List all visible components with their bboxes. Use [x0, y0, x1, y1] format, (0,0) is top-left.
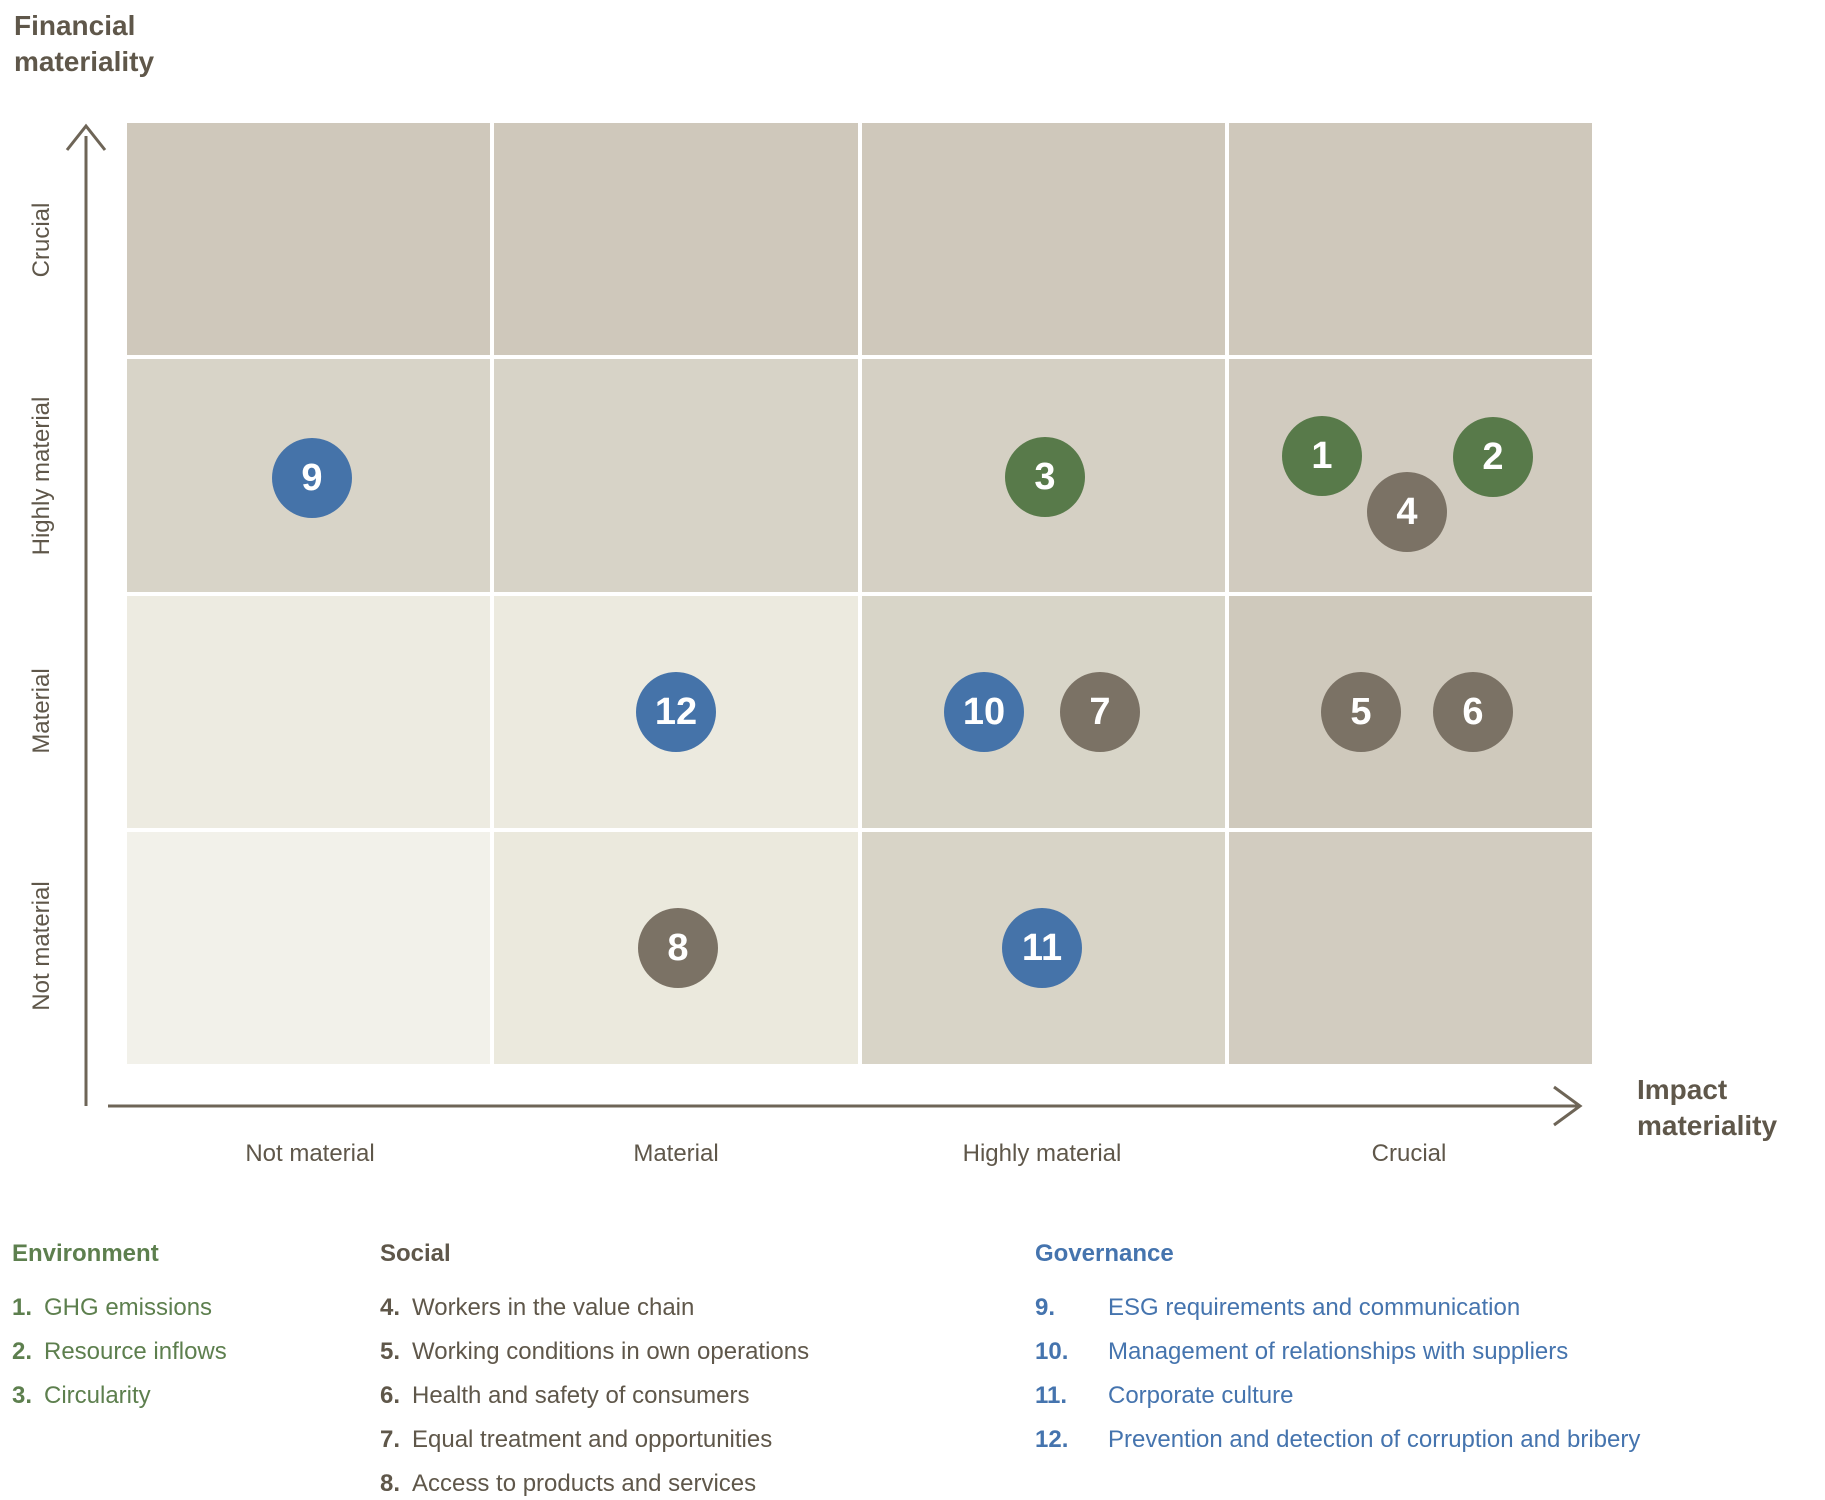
- legend-item-label: Workers in the value chain: [412, 1294, 695, 1321]
- legend-governance-title: Governance: [1035, 1240, 1174, 1267]
- x-tick-highly-material: Highly material: [962, 1140, 1122, 1167]
- matrix-cell: [494, 359, 858, 592]
- legend-social-title: Social: [380, 1240, 451, 1267]
- x-axis-title: Impact materiality: [1637, 1074, 1778, 1141]
- legend-item-3: 3. Circularity: [12, 1374, 227, 1418]
- legend-item-number: 9.: [1035, 1294, 1056, 1321]
- matrix-point-2: 2: [1453, 417, 1533, 497]
- matrix-cell: [494, 123, 858, 356]
- y-tick-highly-material: Highly material: [28, 396, 55, 556]
- legend-item-label: Management of relationships with supplie…: [1108, 1338, 1569, 1365]
- legend-item-5: 5. Working conditions in own operations: [380, 1330, 809, 1374]
- matrix-cell: [861, 595, 1225, 828]
- matrix-cell: [127, 123, 491, 356]
- legend-item-2: 2. Resource inflows: [12, 1330, 227, 1374]
- legend-item-number: 6.: [380, 1382, 401, 1409]
- legend-item-label: ESG requirements and communication: [1108, 1294, 1521, 1321]
- legend-item-number: 1.: [12, 1294, 33, 1321]
- legend-item-12: 12. Prevention and detection of corrupti…: [1035, 1418, 1640, 1462]
- legend-item-7: 7. Equal treatment and opportunities: [380, 1418, 809, 1462]
- legend-item-label: Working conditions in own operations: [412, 1338, 810, 1365]
- legend-item-8: 8. Access to products and services: [380, 1462, 809, 1500]
- legend-item-label: Circularity: [44, 1382, 151, 1409]
- legend-item-label: GHG emissions: [44, 1294, 213, 1321]
- legend-item-number: 2.: [12, 1338, 33, 1365]
- legend-governance: Governance 9. ESG requirements and commu…: [1035, 1240, 1640, 1462]
- legend-item-9: 9. ESG requirements and communication: [1035, 1286, 1640, 1330]
- legend-item-label: Resource inflows: [44, 1338, 227, 1365]
- legend-item-number: 4.: [380, 1294, 401, 1321]
- matrix-cell: [1228, 123, 1592, 356]
- legend-item-11: 11. Corporate culture: [1035, 1374, 1640, 1418]
- y-tick-not-material: Not material: [28, 881, 55, 1011]
- x-tick-crucial: Crucial: [1371, 1140, 1447, 1167]
- legend-item-10: 10. Management of relationships with sup…: [1035, 1330, 1640, 1374]
- y-tick-crucial: Crucial: [28, 202, 55, 278]
- legend-environment: Environment 1. GHG emissions 2. Resource…: [12, 1240, 227, 1418]
- matrix-point-6: 6: [1433, 672, 1513, 752]
- matrix-grid: [127, 123, 1592, 1064]
- matrix-point-9: 9: [272, 438, 352, 518]
- matrix-point-12: 12: [636, 672, 716, 752]
- matrix-cell: [1228, 595, 1592, 828]
- legend-item-label: Corporate culture: [1108, 1382, 1294, 1409]
- matrix-cell: [1228, 831, 1592, 1064]
- matrix-point-11: 11: [1002, 908, 1082, 988]
- x-tick-not-material: Not material: [245, 1140, 375, 1167]
- matrix-point-3: 3: [1005, 437, 1085, 517]
- matrix-point-4: 4: [1367, 472, 1447, 552]
- x-tick-material: Material: [633, 1140, 719, 1167]
- legend-item-4: 4. Workers in the value chain: [380, 1286, 809, 1330]
- legend-item-number: 10.: [1035, 1338, 1069, 1365]
- legend-item-number: 7.: [380, 1426, 401, 1453]
- matrix-point-5: 5: [1321, 672, 1401, 752]
- legend-item-6: 6. Health and safety of consumers: [380, 1374, 809, 1418]
- legend-item-number: 12.: [1035, 1426, 1069, 1453]
- matrix-point-1: 1: [1282, 416, 1362, 496]
- legend-item-number: 11.: [1035, 1382, 1068, 1409]
- y-tick-material: Material: [28, 668, 55, 754]
- matrix-point-7: 7: [1060, 672, 1140, 752]
- matrix-point-10: 10: [944, 672, 1024, 752]
- matrix-cell: [127, 595, 491, 828]
- legend-item-number: 8.: [380, 1470, 401, 1497]
- legend-environment-title: Environment: [12, 1240, 159, 1267]
- legend-item-number: 3.: [12, 1382, 33, 1409]
- legend-item-label: Prevention and detection of corruption a…: [1108, 1426, 1641, 1453]
- legend-item-label: Access to products and services: [412, 1470, 757, 1497]
- matrix-point-8: 8: [638, 908, 718, 988]
- y-axis-title: Financial materiality: [14, 10, 155, 77]
- legend-item-1: 1. GHG emissions: [12, 1286, 227, 1330]
- matrix-cell: [861, 123, 1225, 356]
- legend-item-label: Health and safety of consumers: [412, 1382, 750, 1409]
- legend-item-label: Equal treatment and opportunities: [412, 1426, 773, 1453]
- matrix-cell: [127, 831, 491, 1064]
- legend-social: Social 4. Workers in the value chain 5. …: [380, 1240, 809, 1500]
- legend-item-number: 5.: [380, 1338, 401, 1365]
